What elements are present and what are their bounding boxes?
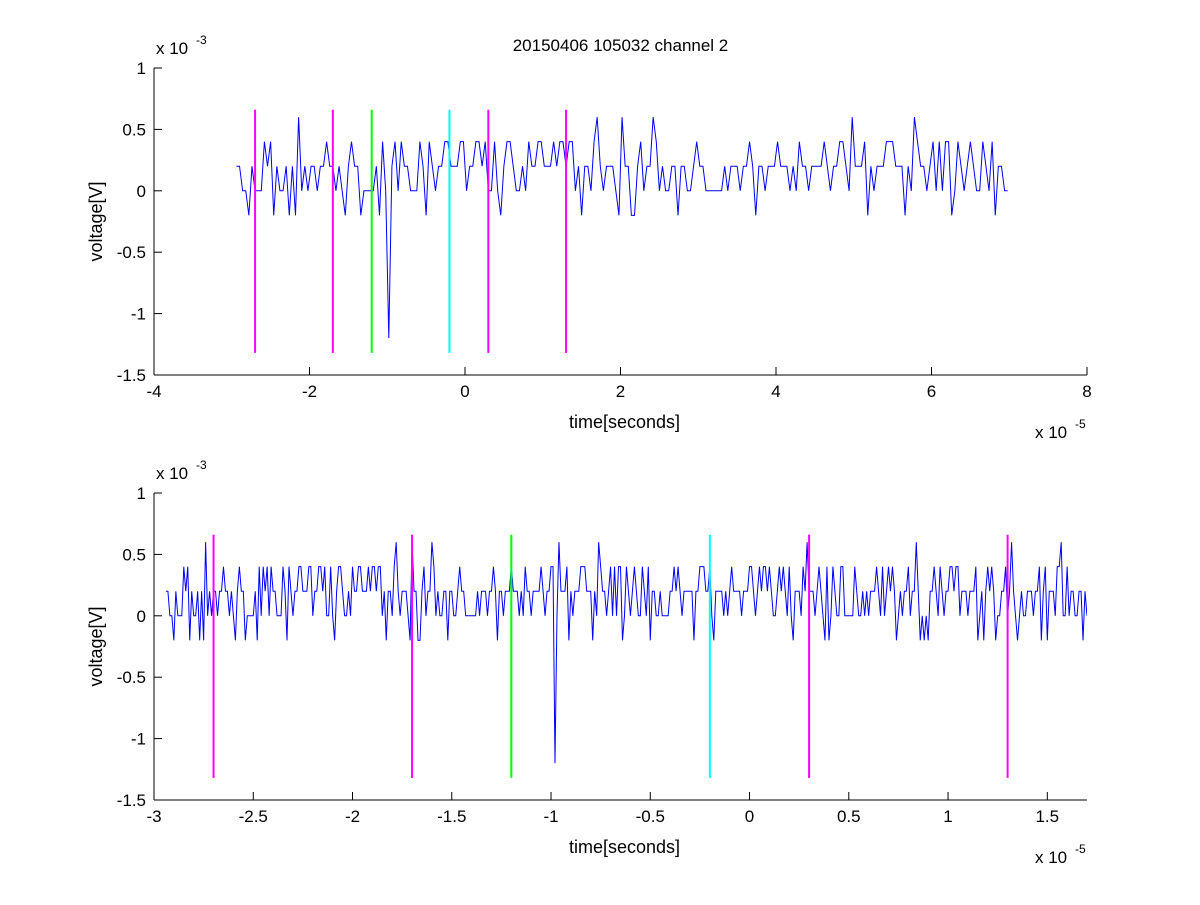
y-exponent-power: -3 — [196, 458, 207, 472]
x-tick-label: -1 — [543, 807, 558, 826]
y-tick-label: 0.5 — [122, 120, 146, 139]
x-tick-label: -2 — [302, 382, 317, 401]
y-tick-label: 0 — [137, 607, 146, 626]
signal-series — [236, 117, 1008, 339]
x-tick-label: -1.5 — [437, 807, 466, 826]
y-tick-label: -0.5 — [117, 243, 146, 262]
y-tick-label: -1.5 — [117, 366, 146, 385]
x-tick-label: 0.5 — [837, 807, 861, 826]
y-exponent-label: x 10 — [156, 464, 188, 483]
chart-panel-1: -4 -2 0 2 4 6 8 -1.5 -1 -0.5 0 0.5 1 time[seconds] vol… — [86, 33, 1092, 442]
x-tick-label: -2 — [345, 807, 360, 826]
y-exponent-power: -3 — [196, 33, 207, 47]
x-exponent-power: -5 — [1075, 842, 1086, 856]
x-tick-label: 4 — [771, 382, 780, 401]
x-tick-label: 1 — [943, 807, 952, 826]
x-tick-label: -2.5 — [239, 807, 268, 826]
y-tick-label: -0.5 — [117, 668, 146, 687]
x-tick-label: -4 — [146, 382, 161, 401]
x-tick-label: -3 — [146, 807, 161, 826]
x-axis-label: time[seconds] — [569, 837, 680, 857]
x-tick-label: 1.5 — [1035, 807, 1059, 826]
x-exponent-label: x 10 — [1035, 848, 1067, 867]
x-axis-label: time[seconds] — [569, 412, 680, 432]
y-axis-label: voltage[V] — [86, 181, 106, 261]
x-exponent-power: -5 — [1075, 417, 1086, 431]
y-tick-label: 0 — [137, 182, 146, 201]
signal-series — [165, 542, 1087, 764]
y-tick-label: 1 — [137, 59, 146, 78]
y-tick-label: -1 — [131, 305, 146, 324]
y-tick-label: -1 — [131, 730, 146, 749]
y-tick-label: -1.5 — [117, 791, 146, 810]
chart-panel-2: -3 -2.5 -2 -1.5 -1 -0.5 0 0.5 1 1.5 -1.5 -1 -0.5 0 0.5… — [86, 458, 1087, 867]
y-axis-label: voltage[V] — [86, 606, 106, 686]
x-exponent-label: x 10 — [1035, 423, 1067, 442]
x-tick-label: 6 — [927, 382, 936, 401]
y-tick-label: 1 — [137, 484, 146, 503]
y-tick-label: 0.5 — [122, 545, 146, 564]
x-tick-label: 8 — [1082, 382, 1091, 401]
x-tick-label: 2 — [616, 382, 625, 401]
x-tick-label: 0 — [460, 382, 469, 401]
chart-title: 20150406 105032 channel 2 — [513, 36, 729, 55]
y-exponent-label: x 10 — [156, 39, 188, 58]
x-tick-label: 0 — [745, 807, 754, 826]
x-tick-label: -0.5 — [636, 807, 665, 826]
